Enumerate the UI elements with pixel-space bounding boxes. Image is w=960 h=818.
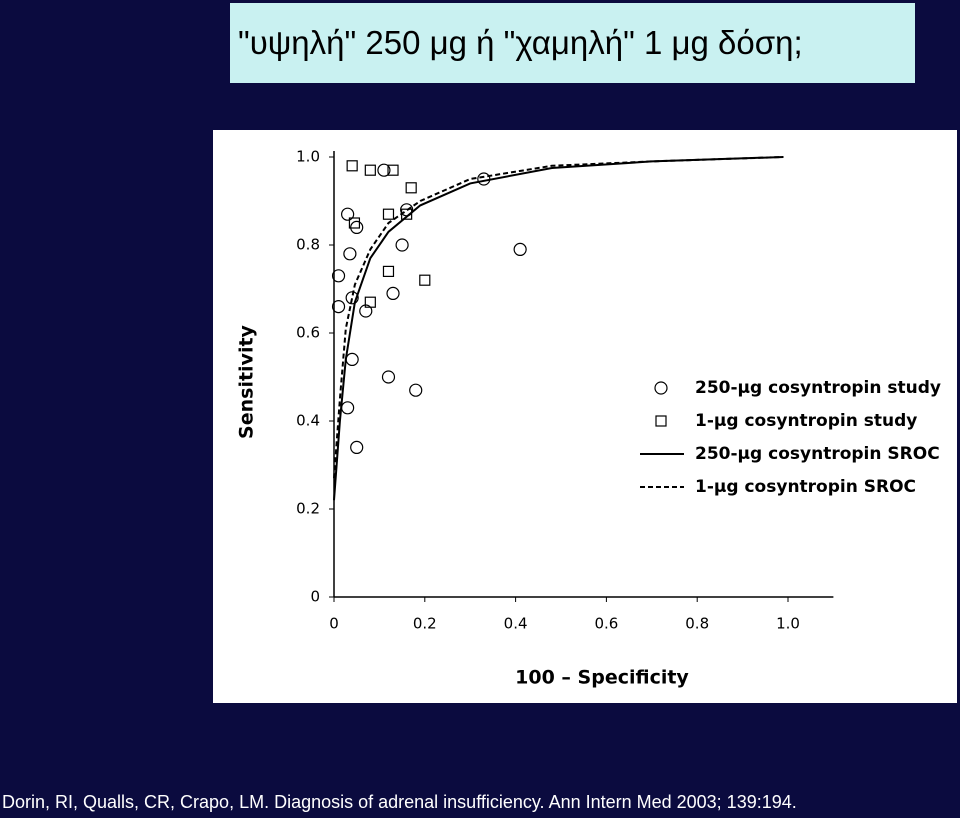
x-tick-label: 0.6 [594,615,618,633]
slide-title: "υψηλή" 250 μg ή "χαμηλή" 1 μg δόση; [230,3,915,83]
x-tick-label: 0.8 [685,615,709,633]
y-tick-label: 0.2 [296,500,320,518]
circle-marker [386,286,400,300]
square-marker [405,182,417,194]
circle-marker [343,247,357,261]
legend-label: 1-μg cosyntropin SROC [695,477,916,497]
x-tick-label: 0.4 [504,615,528,633]
circle-marker [513,242,527,256]
y-axis-label: Sensitivity [236,324,258,438]
x-tick-label: 1.0 [776,615,800,633]
square-marker [387,164,399,176]
square-marker [419,274,431,286]
circle-marker [331,300,346,314]
legend-label: 250-μg cosyntropin SROC [695,444,940,464]
x-tick-label: 0.2 [413,615,437,633]
x-axis-label: 100 – Specificity [515,667,689,689]
circle-marker [350,220,364,234]
sroc-line [333,156,784,479]
y-tick-label: 1.0 [296,148,320,166]
square-marker [655,415,667,427]
circle-marker [395,238,409,252]
circle-marker [377,163,391,177]
y-tick-label: 0.4 [296,412,320,430]
chart: 100 – Specificity Sensitivity 0 0.2 0.4 0.6… [213,130,957,703]
square-marker [382,208,395,220]
circle-marker [341,207,355,221]
square-marker [382,265,395,277]
chart-background [213,130,957,703]
sroc-line [333,156,784,501]
square-marker [364,296,376,308]
square-marker [348,217,361,229]
y-tick-label: 0.6 [296,324,320,342]
circle-marker [345,291,359,305]
circle-marker [654,381,668,395]
circle-marker [381,370,396,384]
circle-marker [409,383,423,397]
legend-label: 250-μg cosyntropin study [695,378,941,398]
legend-label: 1-μg cosyntropin study [695,411,917,431]
x-tick-label: 0 [329,615,339,633]
square-marker [364,164,376,176]
circle-marker [331,269,346,283]
circle-marker [350,440,364,454]
square-marker [346,160,358,172]
y-tick-label: 0 [310,588,320,606]
y-tick-label: 0.8 [296,236,320,254]
citation: Dorin, RI, Qualls, CR, Crapo, LM. Diagno… [2,792,797,812]
